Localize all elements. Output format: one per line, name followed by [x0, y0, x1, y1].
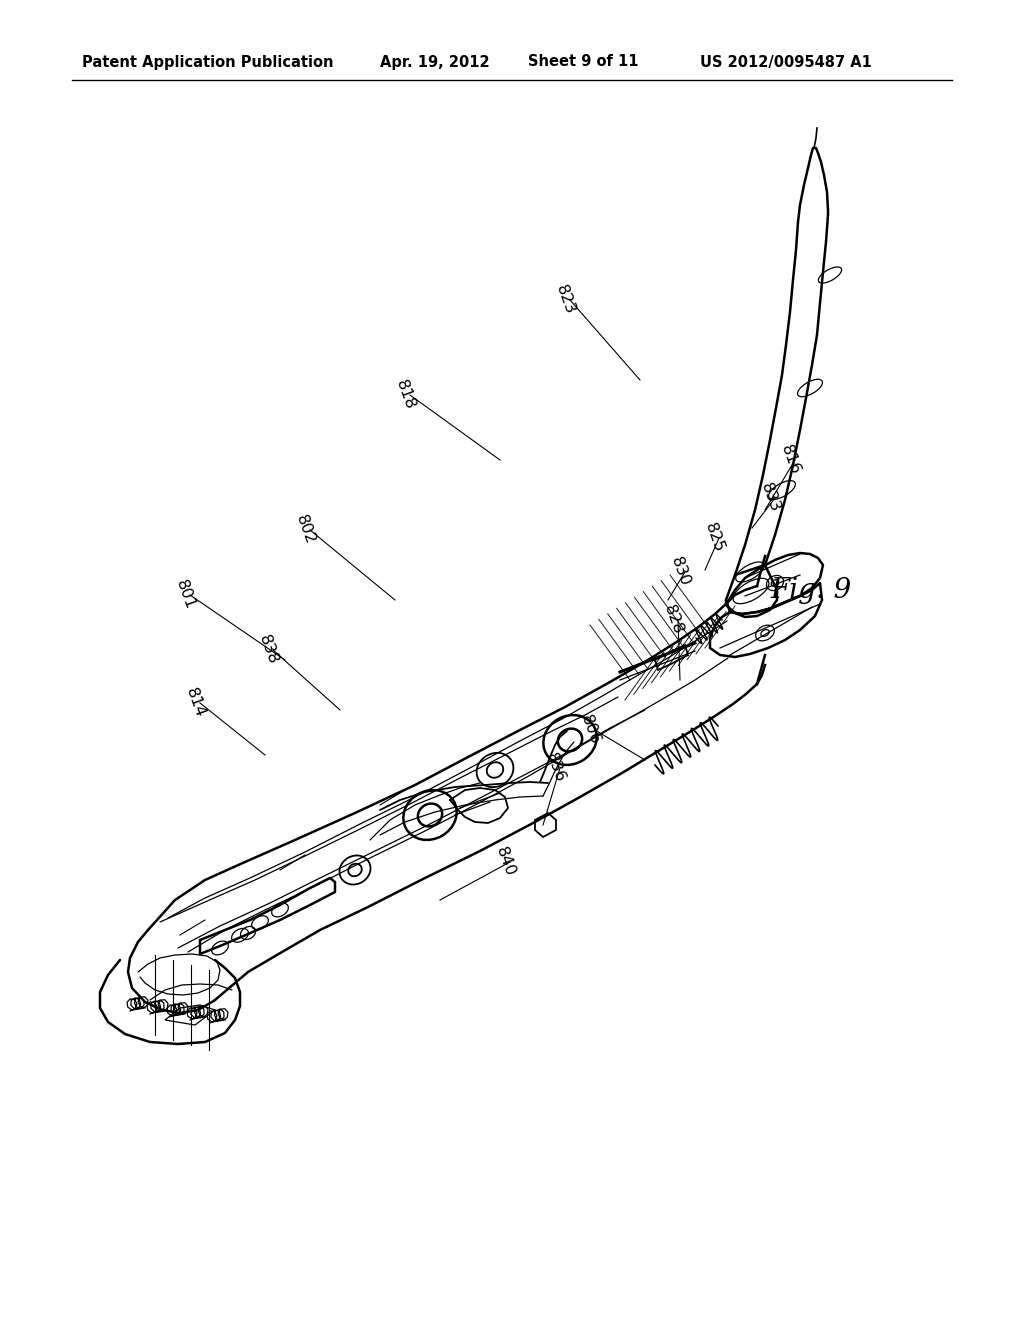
Text: 802: 802 — [293, 513, 317, 546]
Text: 806: 806 — [578, 713, 602, 747]
Text: 828: 828 — [660, 603, 685, 638]
Text: 818: 818 — [392, 378, 418, 412]
Text: Sheet 9 of 11: Sheet 9 of 11 — [528, 54, 639, 70]
Text: 838: 838 — [256, 634, 281, 667]
Text: 825: 825 — [701, 521, 726, 554]
Text: 830: 830 — [668, 556, 692, 589]
Text: 816: 816 — [777, 444, 802, 477]
Text: US 2012/0095487 A1: US 2012/0095487 A1 — [700, 54, 871, 70]
Text: 801: 801 — [173, 578, 198, 612]
Text: 836: 836 — [543, 751, 567, 785]
Text: Fig. 9: Fig. 9 — [770, 577, 851, 603]
Text: 823: 823 — [553, 284, 578, 317]
Text: 814: 814 — [182, 686, 207, 719]
Text: 833: 833 — [758, 482, 782, 515]
Text: Apr. 19, 2012: Apr. 19, 2012 — [380, 54, 489, 70]
Text: 840: 840 — [493, 845, 517, 879]
Text: Patent Application Publication: Patent Application Publication — [82, 54, 334, 70]
